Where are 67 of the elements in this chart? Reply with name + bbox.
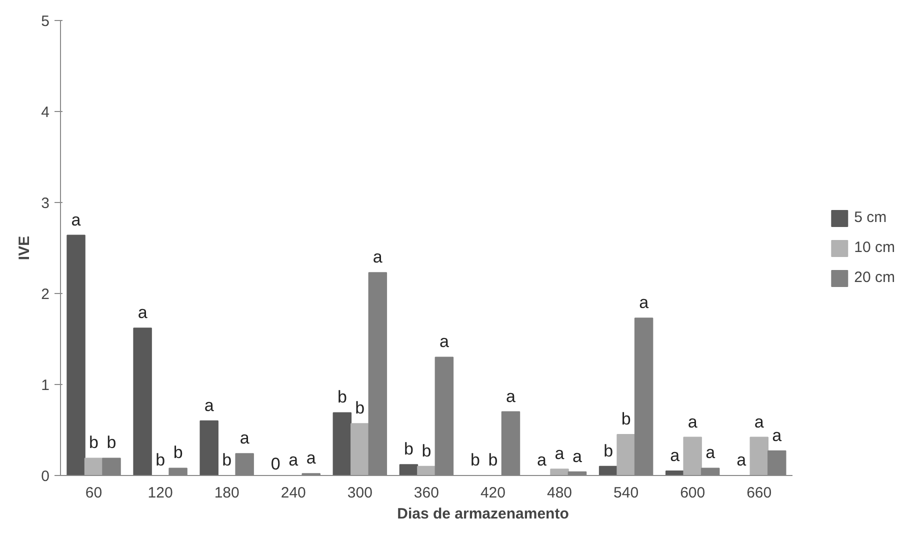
- data-label: b: [106, 433, 116, 452]
- data-label: a: [306, 448, 316, 468]
- legend-label: 5 cm: [854, 209, 887, 226]
- bar: [750, 436, 768, 476]
- data-label: a: [572, 446, 583, 466]
- bar: [332, 412, 352, 476]
- x-tick-label: 120: [148, 484, 173, 502]
- x-tick-label: 60: [85, 484, 102, 502]
- x-tick-label: 360: [414, 484, 439, 502]
- data-label: a: [688, 412, 698, 432]
- y-axis-title: IVE: [16, 236, 34, 260]
- bar: [200, 420, 218, 476]
- data-label: a: [554, 444, 565, 464]
- data-label: a: [71, 210, 82, 230]
- bar: [399, 464, 418, 476]
- data-label: a: [204, 396, 214, 415]
- data-label: b: [173, 443, 183, 462]
- x-tick-label: 600: [680, 484, 706, 502]
- bar: [616, 434, 636, 476]
- x-tick-label: 240: [280, 484, 306, 502]
- data-label: b: [604, 441, 614, 460]
- bar: [84, 458, 104, 476]
- x-axis-title: Dias de armazenamento: [397, 506, 569, 522]
- data-label: a: [288, 450, 299, 470]
- data-label: b: [222, 450, 232, 470]
- data-label: a: [736, 450, 747, 470]
- bar: [66, 234, 86, 476]
- data-label: b: [156, 450, 166, 470]
- legend-label: 20 cm: [854, 269, 895, 286]
- data-label: b: [488, 450, 498, 470]
- data-label: 0: [270, 454, 280, 474]
- data-label: a: [537, 450, 548, 470]
- bar: [133, 328, 152, 476]
- data-label: b: [422, 441, 432, 460]
- data-label: a: [138, 303, 148, 322]
- legend-label: 10 cm: [854, 239, 895, 256]
- data-label: a: [439, 332, 450, 352]
- data-label: b: [470, 450, 480, 470]
- bar: [417, 466, 436, 476]
- data-label: a: [506, 386, 516, 406]
- data-label: b: [621, 410, 631, 429]
- data-label: b: [404, 440, 414, 459]
- bar: [683, 436, 702, 476]
- x-tick-label: 480: [547, 484, 572, 502]
- x-tick-label: 540: [614, 484, 639, 502]
- data-label: a: [372, 248, 383, 267]
- y-tick-label: 0: [41, 468, 50, 485]
- y-tick-label: 5: [41, 13, 50, 30]
- y-tick-label: 3: [41, 195, 50, 212]
- data-label: a: [670, 446, 680, 465]
- data-label: a: [639, 293, 650, 312]
- x-tick-label: 180: [214, 484, 240, 502]
- data-label: a: [240, 428, 250, 448]
- y-tick-label: 1: [41, 377, 50, 394]
- x-tick-label: 660: [746, 484, 772, 502]
- bar: [350, 423, 370, 476]
- data-label: a: [772, 426, 782, 445]
- data-label: b: [355, 398, 365, 418]
- x-tick-label: 300: [347, 484, 372, 502]
- bar: [550, 468, 569, 476]
- y-tick-label: 4: [41, 104, 50, 121]
- data-label: a: [754, 412, 764, 432]
- data-label: b: [89, 433, 99, 452]
- data-label: a: [706, 443, 716, 462]
- data-label: b: [337, 388, 347, 407]
- x-tick-label: 420: [480, 484, 506, 502]
- y-tick-label: 2: [41, 286, 50, 303]
